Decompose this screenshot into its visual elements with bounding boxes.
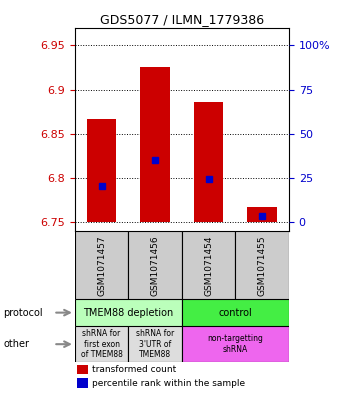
Bar (182, 231, 235, 299)
Bar (129, 231, 182, 299)
Text: other: other (3, 339, 29, 349)
Bar (182, 326, 289, 362)
Bar (77, 378, 88, 388)
Bar (75, 326, 128, 362)
Text: shRNA for
first exon
of TMEM88: shRNA for first exon of TMEM88 (81, 329, 122, 359)
Text: GSM1071455: GSM1071455 (258, 235, 267, 296)
Bar (235, 231, 289, 299)
Bar (129, 326, 182, 362)
Bar (182, 299, 289, 326)
Text: GSM1071454: GSM1071454 (204, 235, 213, 296)
Text: control: control (219, 308, 252, 318)
Bar (194, 102, 223, 222)
Text: GSM1071457: GSM1071457 (97, 235, 106, 296)
Bar (75, 299, 182, 326)
Text: GSM1071456: GSM1071456 (151, 235, 159, 296)
Text: protocol: protocol (3, 308, 43, 318)
Text: shRNA for
3'UTR of
TMEM88: shRNA for 3'UTR of TMEM88 (136, 329, 174, 359)
Text: transformed count: transformed count (92, 365, 176, 374)
Text: TMEM88 depletion: TMEM88 depletion (83, 308, 173, 318)
Bar (87, 119, 116, 222)
Bar (75, 231, 128, 299)
Bar (248, 208, 277, 222)
Bar (140, 67, 170, 222)
Bar (77, 365, 88, 375)
Title: GDS5077 / ILMN_1779386: GDS5077 / ILMN_1779386 (100, 13, 264, 26)
Text: non-targetting
shRNA: non-targetting shRNA (207, 334, 264, 354)
Text: percentile rank within the sample: percentile rank within the sample (92, 378, 245, 387)
